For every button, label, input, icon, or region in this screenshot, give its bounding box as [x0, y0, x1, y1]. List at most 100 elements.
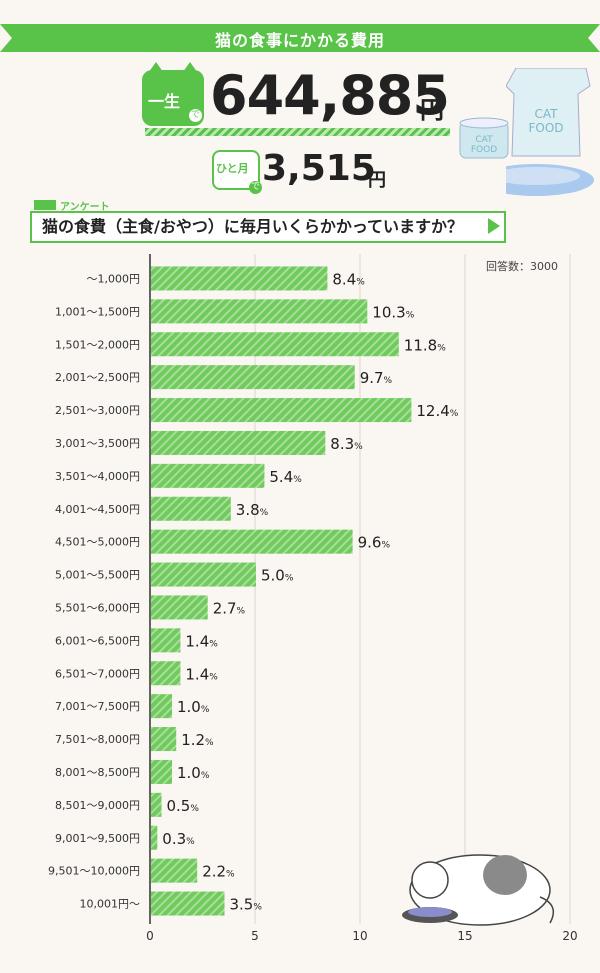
value-label: 9.6%	[358, 534, 391, 552]
x-tick-label: 5	[251, 929, 259, 943]
value-unit: %	[260, 508, 269, 518]
eating-cat-illustration	[402, 854, 555, 926]
value-unit: %	[205, 738, 214, 748]
value-unit: %	[356, 277, 365, 287]
survey-tag-bar	[34, 200, 56, 210]
category-label: 8,501～9,000円	[55, 799, 140, 812]
bar	[151, 365, 355, 390]
bag-text-2: FOOD	[528, 121, 563, 135]
value-label: 5.0%	[261, 567, 294, 585]
category-label: 10,001円～	[80, 898, 141, 911]
category-label: 5,501～6,000円	[55, 601, 140, 614]
bag-text-1: CAT	[535, 107, 559, 121]
category-label: 6,501～7,000円	[55, 667, 140, 680]
lifetime-label: 一生	[148, 92, 181, 111]
value-unit: %	[285, 574, 294, 584]
value-label: 1.4%	[185, 665, 218, 683]
category-label: 1,001～1,500円	[55, 305, 140, 318]
cat-ear-right	[180, 62, 200, 76]
category-label: 2,501～3,000円	[55, 404, 140, 417]
value-unit: %	[384, 376, 393, 386]
bar	[151, 858, 198, 883]
category-label: 7,501～8,000円	[55, 733, 140, 746]
bar	[151, 430, 326, 455]
value-label: 8.3%	[330, 435, 363, 453]
value-label: 3.8%	[236, 501, 269, 519]
banner-ribbon	[0, 24, 600, 52]
value-label: 1.0%	[177, 764, 210, 782]
category-label: 6,001～6,500円	[55, 634, 140, 647]
value-label: 3.5%	[230, 896, 263, 914]
value-label: 9.7%	[360, 369, 393, 387]
bar	[151, 562, 256, 587]
value-unit: %	[209, 672, 218, 682]
respondent-count: 回答数：3000	[486, 260, 558, 273]
bar	[151, 661, 181, 686]
question-tail	[488, 218, 500, 234]
value-unit: %	[406, 310, 415, 320]
monthly-suffix: で	[249, 181, 262, 194]
bar	[151, 463, 265, 488]
x-tick-label: 0	[146, 929, 154, 943]
bar	[151, 891, 225, 916]
bar	[151, 332, 399, 357]
category-label: 3,001～3,500円	[55, 437, 140, 450]
value-label: 2.2%	[202, 863, 235, 881]
bar	[151, 694, 172, 719]
x-tick-label: 15	[457, 929, 472, 943]
cat-food-illustration: CAT FOOD	[506, 68, 594, 196]
cat-ear-left	[146, 62, 166, 76]
can-text-1: CAT	[475, 135, 493, 145]
value-unit: %	[354, 442, 363, 452]
value-unit: %	[293, 475, 302, 485]
value-unit: %	[226, 870, 235, 880]
value-label: 1.2%	[181, 731, 214, 749]
category-label: 5,001～5,500円	[55, 569, 140, 582]
value-label: 10.3%	[372, 303, 414, 321]
value-label: 12.4%	[416, 402, 458, 420]
survey-question: 猫の食費（主食/おやつ）に毎月いくらかかっていますか？	[30, 211, 506, 243]
bar	[151, 266, 328, 291]
value-label: 5.4%	[269, 468, 302, 486]
bar	[151, 628, 181, 653]
bar	[151, 792, 162, 817]
value-label: 2.7%	[213, 599, 246, 617]
category-label: 4,501～5,000円	[55, 536, 140, 549]
title-banner: 猫の食事にかかる費用	[0, 24, 600, 52]
value-unit: %	[201, 771, 210, 781]
value-unit: %	[450, 409, 459, 419]
bar	[151, 529, 353, 554]
bar	[151, 299, 368, 324]
survey-tag-label: アンケート	[60, 202, 110, 213]
category-label: 9,001～9,500円	[55, 832, 140, 845]
value-unit: %	[209, 639, 218, 649]
monthly-unit: 円	[368, 170, 386, 191]
category-label: 7,001～7,500円	[55, 700, 140, 713]
cat-food-can: CAT FOOD	[459, 117, 509, 159]
value-unit: %	[381, 541, 390, 551]
hatched-underline	[145, 128, 450, 136]
lifetime-suffix: で	[189, 109, 202, 122]
x-tick-label: 10	[352, 929, 367, 943]
monthly-amount: 3,515	[262, 148, 376, 189]
value-label: 11.8%	[404, 336, 446, 354]
value-label: 0.5%	[167, 797, 200, 815]
can-text-2: FOOD	[471, 145, 497, 155]
category-label: ～1,000円	[87, 272, 141, 285]
value-unit: %	[201, 705, 210, 715]
bar	[151, 825, 158, 850]
value-label: 1.0%	[177, 698, 210, 716]
value-unit: %	[437, 343, 446, 353]
value-label: 0.3%	[162, 830, 195, 848]
monthly-cat-badge: ひと月 で	[212, 150, 262, 194]
value-unit: %	[186, 837, 195, 847]
bar	[151, 759, 172, 784]
category-label: 1,501～2,000円	[55, 338, 140, 351]
category-label: 9,501～10,000円	[48, 865, 140, 878]
value-unit: %	[190, 804, 199, 814]
bar-chart: ～1,000円 8.4%1,001～1,500円 10.3%1,501～2,000円…	[48, 254, 578, 943]
category-label: 4,001～4,500円	[55, 503, 140, 516]
banner-title: 猫の食事にかかる費用	[214, 31, 385, 50]
bar	[151, 496, 231, 521]
lifetime-cat-badge: 一生 で	[142, 62, 204, 126]
